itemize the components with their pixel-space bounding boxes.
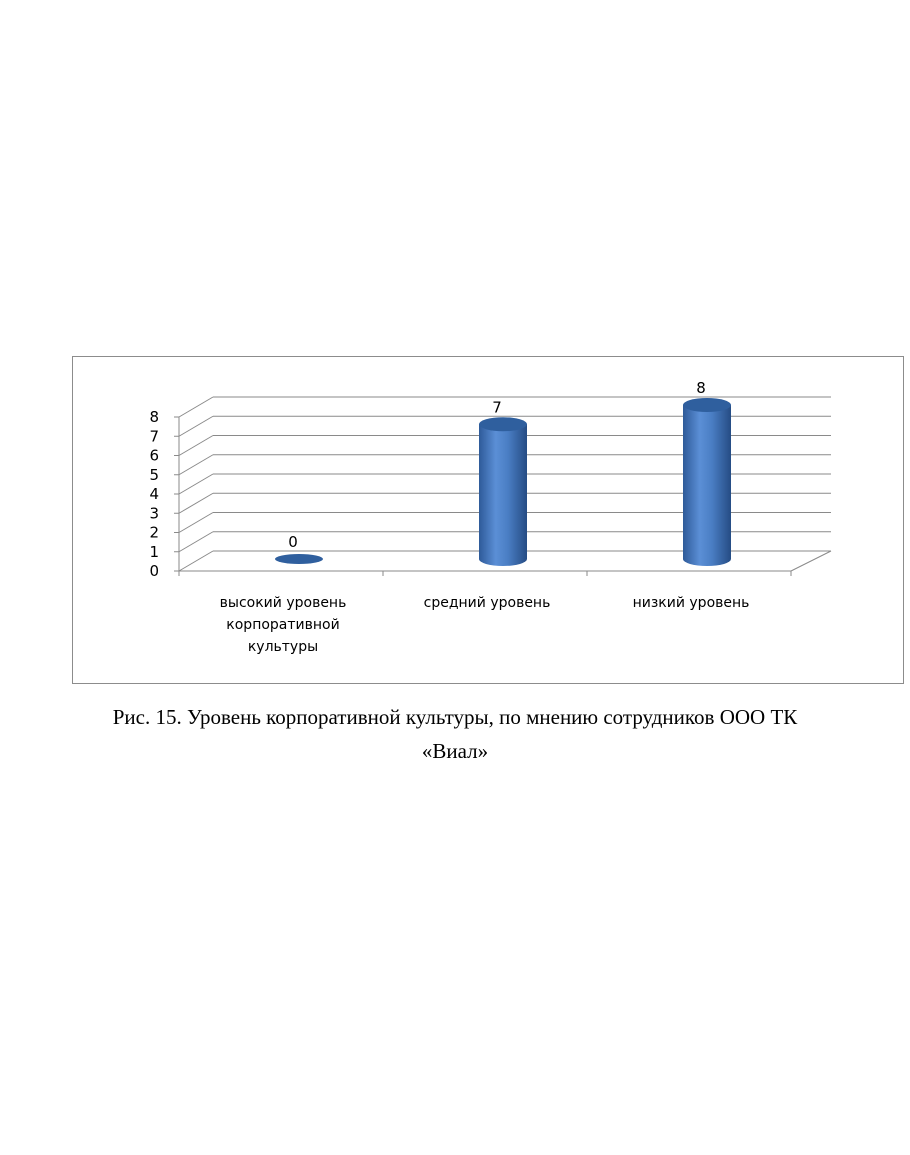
caption-line-2: «Виал»	[421, 739, 489, 763]
data-label: 8	[696, 379, 706, 397]
gridline-side	[178, 454, 214, 476]
bars	[275, 398, 731, 566]
gridline-side	[178, 435, 214, 456]
gridline-side	[178, 492, 214, 514]
bar-top	[275, 554, 323, 564]
gridline-side	[178, 512, 214, 533]
data-label: 0	[288, 533, 298, 551]
y-tick-label: 2	[149, 524, 159, 542]
y-tick-label: 4	[149, 485, 159, 503]
bar-body	[683, 405, 731, 566]
caption-line-1: Рис. 15. Уровень корпоративной культуры,…	[112, 705, 798, 729]
y-tick-label: 5	[149, 466, 159, 484]
category-label: низкий уровень	[633, 595, 750, 611]
y-tick-label: 0	[149, 562, 159, 580]
gridline-side	[178, 473, 214, 495]
gridline-side	[178, 531, 214, 553]
category-label: средний уровень	[424, 595, 551, 611]
floor-edge-right	[790, 550, 832, 572]
bar	[479, 417, 527, 566]
y-tick-label: 8	[149, 408, 159, 426]
bar-top	[683, 398, 731, 412]
bar	[275, 554, 323, 564]
category-label: высокий уровень корпоративной культуры	[220, 595, 347, 655]
figure-caption: Рис. 15. Уровень корпоративной культуры,…	[0, 700, 910, 768]
bar	[683, 398, 731, 566]
y-tick-label: 1	[149, 543, 159, 561]
gridline-side	[178, 550, 214, 572]
bar-body	[479, 424, 527, 566]
y-tick-label: 7	[149, 427, 159, 445]
gridline-side	[178, 415, 214, 437]
data-label: 7	[492, 398, 502, 416]
bar-top	[479, 417, 527, 432]
y-tick-label: 3	[149, 504, 159, 522]
chart-frame: 0 1 2 3 4 5 6 7 8 0 высокий уровень корпоративной ку…	[72, 356, 904, 684]
gridline-side	[178, 396, 214, 418]
y-tick-label: 6	[149, 447, 159, 465]
